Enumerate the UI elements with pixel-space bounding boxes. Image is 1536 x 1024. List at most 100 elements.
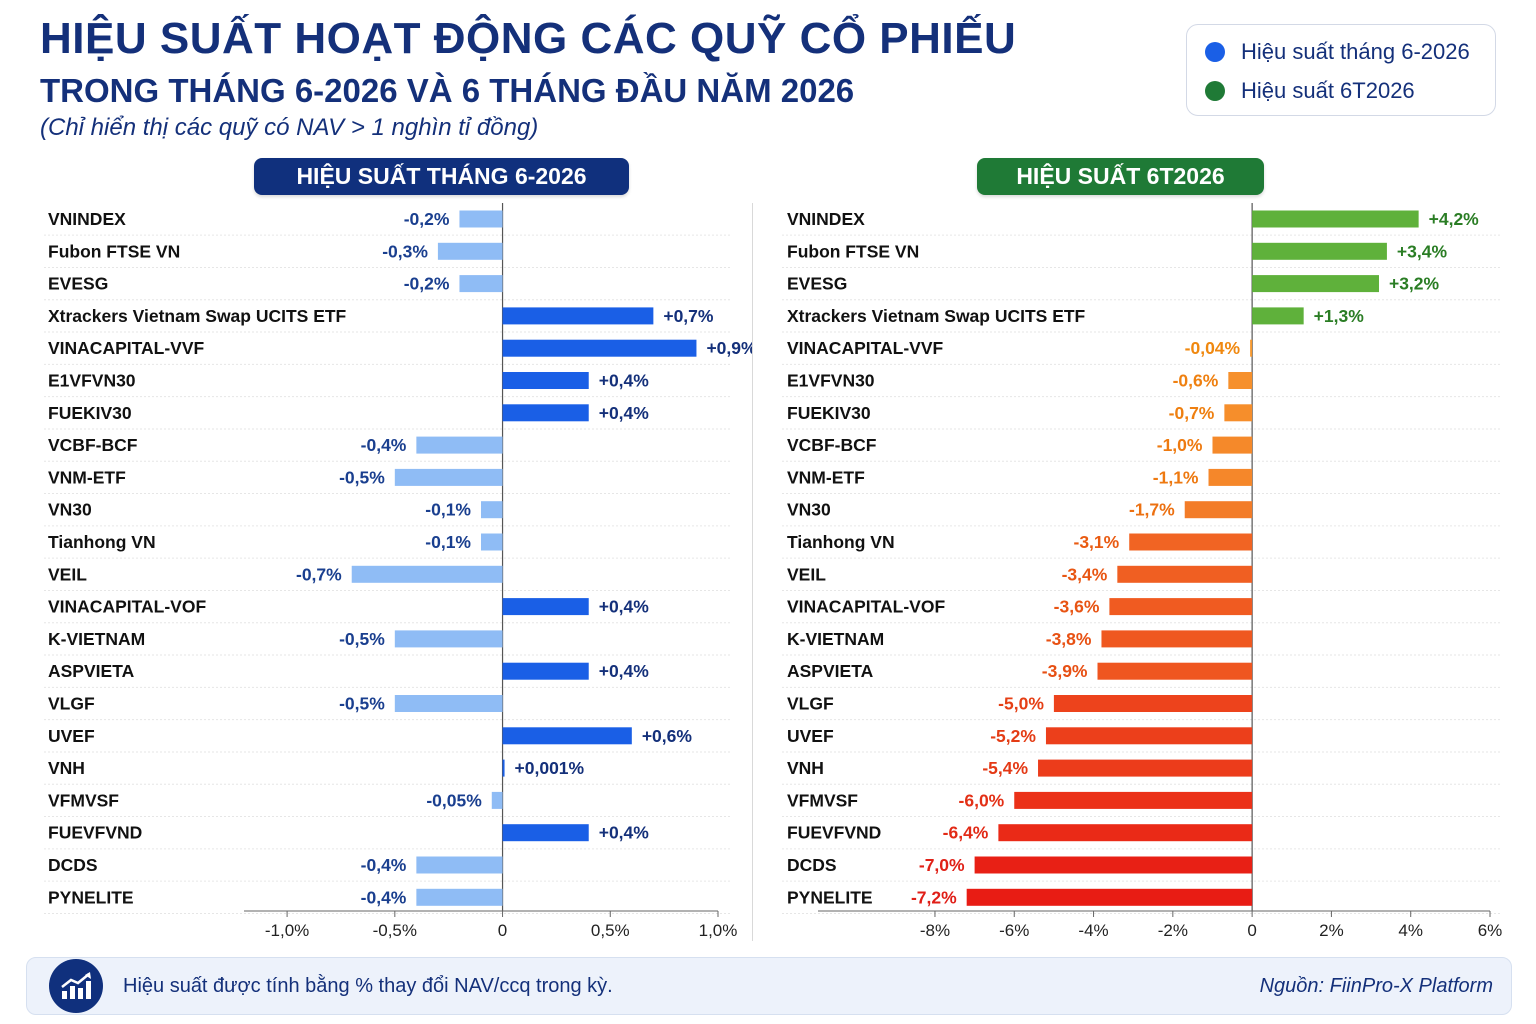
fund-label: UVEF <box>48 726 95 746</box>
fund-label: FUEVFVND <box>787 823 881 843</box>
fund-label: DCDS <box>48 855 98 875</box>
bar <box>1101 630 1253 648</box>
data-label: -7,0% <box>919 855 965 875</box>
page-title: HIỆU SUẤT HOẠT ĐỘNG CÁC QUỸ CỔ PHIẾU <box>40 14 1017 63</box>
bar <box>481 533 503 551</box>
x-tick-label: 6% <box>1478 921 1503 940</box>
data-label: +0,4% <box>599 661 650 681</box>
bar <box>502 727 632 745</box>
bar <box>394 630 503 648</box>
fund-label: Fubon FTSE VN <box>787 241 919 261</box>
legend-item-monthly: Hiệu suất tháng 6-2026 <box>1205 39 1470 65</box>
fund-label: EVESG <box>787 274 847 294</box>
fund-label: VINACAPITAL-VVF <box>787 338 944 358</box>
fund-label: ASPVIETA <box>787 661 874 681</box>
bar <box>1212 436 1253 454</box>
data-label: -0,5% <box>339 467 385 487</box>
bar <box>1053 695 1253 712</box>
data-label: +0,7% <box>663 306 714 326</box>
bar <box>998 824 1253 842</box>
legend-dot-6m <box>1205 81 1225 101</box>
fund-label: VNINDEX <box>787 209 865 229</box>
bar <box>1252 275 1379 293</box>
fund-label: PYNELITE <box>48 887 134 907</box>
panel-title-monthly: HIỆU SUẤT THÁNG 6-2026 <box>254 158 629 195</box>
bar <box>1038 759 1253 777</box>
chart-monthly: -1,0% -0,5% 0 0,5% 1,0% VNINDEX -0,2% Fubon FTS… <box>44 203 752 940</box>
data-label: +0,4% <box>599 371 650 391</box>
data-label: -6,0% <box>959 790 1005 810</box>
bar <box>459 210 503 228</box>
bar <box>502 759 505 777</box>
fund-label: VINACAPITAL-VOF <box>48 597 206 617</box>
bar <box>491 791 503 809</box>
fund-label: K-VIETNAM <box>48 629 145 649</box>
fund-label: Xtrackers Vietnam Swap UCITS ETF <box>787 306 1086 326</box>
bar <box>416 436 503 454</box>
data-label: -0,2% <box>404 209 450 229</box>
fund-label: FUEKIV30 <box>48 403 132 423</box>
footer-note: Hiệu suất được tính bằng % thay đổi NAV/… <box>123 975 613 997</box>
legend-label-6m: Hiệu suất 6T2026 <box>1241 78 1415 103</box>
page-note: (Chỉ hiển thị các quỹ có NAV > 1 nghìn t… <box>40 114 539 141</box>
data-label: +4,2% <box>1429 209 1480 229</box>
data-label: -0,05% <box>426 790 482 810</box>
data-label: -0,04% <box>1185 338 1241 358</box>
panel-title-6m: HIỆU SUẤT 6T2026 <box>977 158 1264 195</box>
fund-label: Xtrackers Vietnam Swap UCITS ETF <box>48 306 347 326</box>
bar <box>351 565 503 583</box>
fund-label: VEIL <box>787 564 826 584</box>
data-label: -3,6% <box>1054 597 1100 617</box>
bar <box>966 888 1253 906</box>
fund-label: VLGF <box>787 694 834 714</box>
fund-label: VNH <box>48 758 85 778</box>
bar <box>502 824 589 842</box>
data-label: -0,5% <box>339 629 385 649</box>
fund-label: VINACAPITAL-VOF <box>787 597 945 617</box>
x-tick-label: 2% <box>1319 921 1344 940</box>
data-label: -0,4% <box>361 435 407 455</box>
fund-label: VN30 <box>787 500 831 520</box>
bar <box>1014 791 1253 809</box>
fund-label: VCBF-BCF <box>787 435 877 455</box>
fund-label: Tianhong VN <box>48 532 156 552</box>
bar <box>1228 372 1253 389</box>
data-label: -0,3% <box>382 241 428 261</box>
data-label: -0,4% <box>361 887 407 907</box>
x-tick-label: -4% <box>1078 921 1108 940</box>
data-label: -5,0% <box>998 694 1044 714</box>
bar <box>1097 662 1253 680</box>
bar <box>1252 307 1304 325</box>
x-tick-label: -6% <box>999 921 1029 940</box>
data-label: -0,7% <box>296 564 342 584</box>
bar <box>416 888 503 906</box>
fund-label: EVESG <box>48 274 108 294</box>
bar <box>502 307 654 325</box>
data-label: +0,9% <box>706 338 752 358</box>
footer-source: Nguồn: FiinPro-X Platform <box>1259 975 1493 997</box>
bar <box>502 662 589 680</box>
fund-label: UVEF <box>787 726 834 746</box>
bar <box>1252 242 1387 260</box>
data-label: -0,7% <box>1169 403 1215 423</box>
fund-label: FUEVFVND <box>48 823 142 843</box>
fund-label: VNINDEX <box>48 209 126 229</box>
bar <box>1045 727 1253 745</box>
fund-label: VNH <box>787 758 824 778</box>
x-tick-label: 0 <box>498 921 507 940</box>
data-label: -7,2% <box>911 887 957 907</box>
panel-divider <box>752 203 753 941</box>
fund-label: VNM-ETF <box>787 467 865 487</box>
x-tick-label: -1,0% <box>265 921 309 940</box>
x-tick-label: 1,0% <box>699 921 738 940</box>
fund-label: Tianhong VN <box>787 532 895 552</box>
legend-item-6m: Hiệu suất 6T2026 <box>1205 78 1415 104</box>
data-label: -5,2% <box>990 726 1036 746</box>
data-label: -0,6% <box>1173 371 1219 391</box>
bar <box>974 856 1253 874</box>
data-label: +0,001% <box>515 758 585 778</box>
x-tick-label: -0,5% <box>373 921 417 940</box>
data-label: -0,1% <box>425 500 471 520</box>
data-label: +0,4% <box>599 403 650 423</box>
chart-6m: -8% -6% -4% -2% 0 2% 4% 6% VNINDEX +4,2% Fubon FTS… <box>782 203 1503 940</box>
